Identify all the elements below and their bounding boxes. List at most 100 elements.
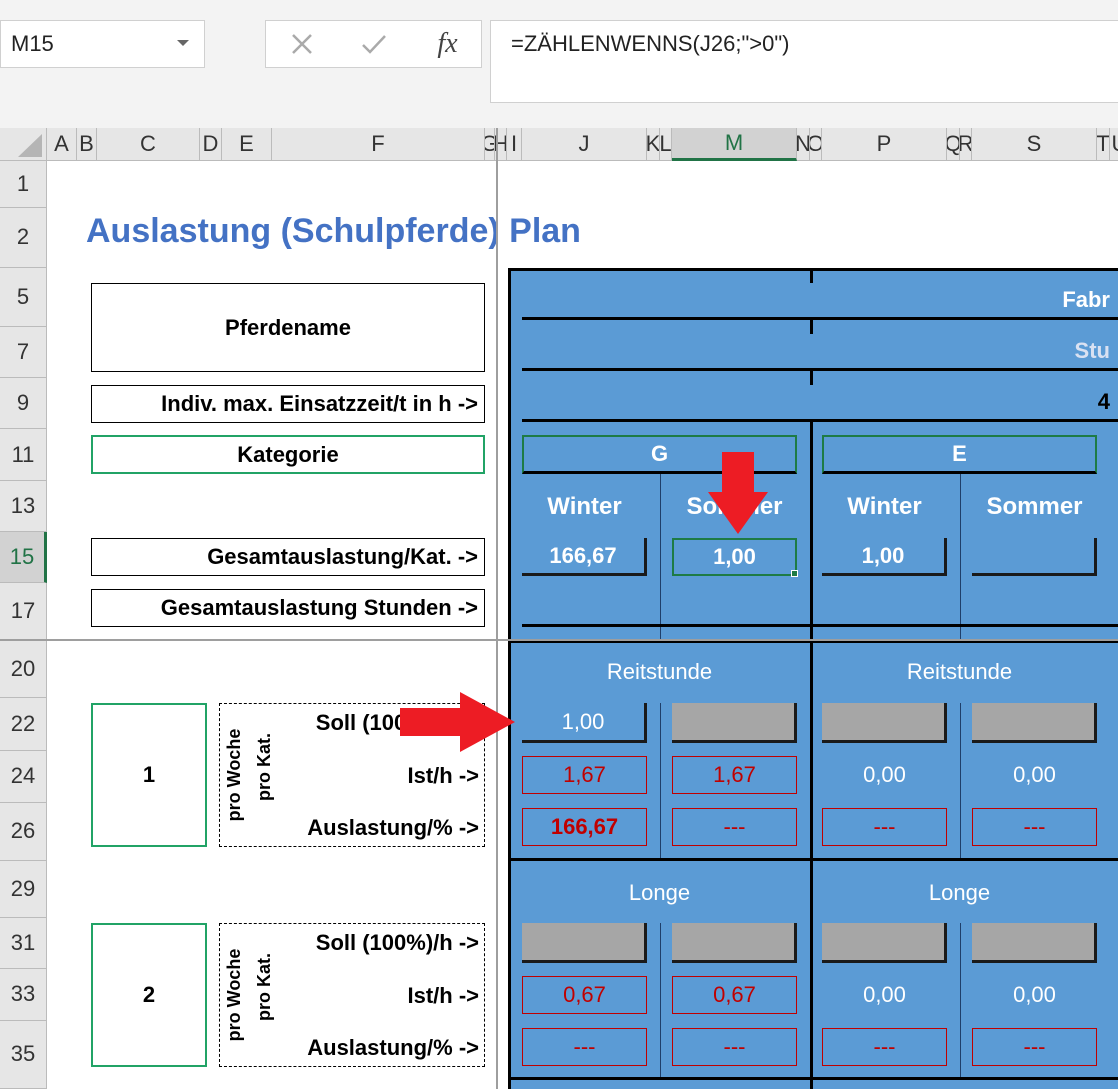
panel-divider bbox=[508, 1077, 1118, 1080]
label-total-hours: Gesamtauslastung Stunden -> bbox=[91, 589, 485, 627]
column-header[interactable]: D bbox=[200, 128, 222, 161]
total-cell bbox=[972, 538, 1097, 576]
actual-cell: 1,67 bbox=[522, 756, 647, 794]
column-header[interactable]: T bbox=[1097, 128, 1110, 161]
horse-label-box bbox=[219, 923, 485, 1067]
utilization-cell: --- bbox=[522, 1028, 647, 1066]
utilization-cell: --- bbox=[972, 808, 1097, 846]
header-bar: 4 bbox=[522, 385, 1118, 422]
row-header[interactable]: 2 bbox=[0, 207, 47, 268]
column-header[interactable]: A bbox=[47, 128, 77, 161]
row-header[interactable]: 7 bbox=[0, 327, 47, 378]
row-header[interactable]: 9 bbox=[0, 377, 47, 429]
row-header[interactable]: 17 bbox=[0, 582, 47, 640]
formula-tools bbox=[265, 20, 482, 68]
column-header[interactable]: M bbox=[672, 128, 797, 161]
category-cell: G bbox=[522, 435, 797, 474]
row-header[interactable]: 33 bbox=[0, 969, 47, 1021]
row-header[interactable]: 5 bbox=[0, 267, 47, 327]
sheet-title: Auslastung (Schulpferde) Plan bbox=[86, 212, 581, 250]
column-header[interactable]: L bbox=[660, 128, 672, 161]
row-header[interactable]: 24 bbox=[0, 750, 47, 803]
row-header[interactable]: 11 bbox=[0, 429, 47, 481]
actual-cell: 0,67 bbox=[672, 976, 797, 1014]
total-cell: 166,67 bbox=[522, 538, 647, 576]
target-cell bbox=[822, 923, 947, 963]
panel-divider bbox=[810, 268, 813, 1089]
arrow-shape bbox=[400, 692, 515, 752]
column-header[interactable]: E bbox=[222, 128, 272, 161]
panel-divider bbox=[508, 858, 1118, 861]
actual-cell: 0,00 bbox=[1013, 982, 1056, 1007]
column-divider bbox=[660, 473, 661, 640]
total-cell[interactable]: 1,00 bbox=[672, 538, 797, 576]
column-header[interactable]: I bbox=[507, 128, 522, 161]
column-header[interactable]: P bbox=[822, 128, 947, 161]
target-cell bbox=[822, 703, 947, 743]
target-cell bbox=[972, 703, 1097, 743]
column-header[interactable]: J bbox=[522, 128, 647, 161]
header-bar: Stu bbox=[522, 334, 1118, 371]
target-cell bbox=[672, 703, 797, 743]
activity-label: Longe bbox=[928, 880, 991, 905]
label-max-time: Indiv. max. Einsatzzeit/t in h -> bbox=[91, 385, 485, 423]
row-header[interactable]: 13 bbox=[0, 481, 47, 532]
season-header: Winter bbox=[547, 493, 622, 520]
actual-cell: 1,67 bbox=[672, 756, 797, 794]
total-cell: 1,00 bbox=[822, 538, 947, 576]
column-header[interactable]: S bbox=[972, 128, 1097, 161]
row-header[interactable]: 31 bbox=[0, 918, 47, 969]
formula-input[interactable]: =ZÄHLENWENNS(J26;">0") bbox=[490, 20, 1118, 103]
period-label: pro Woche bbox=[223, 948, 244, 1042]
label-horse-name: Pferdename bbox=[91, 283, 485, 372]
row-label: Ist/h -> bbox=[407, 983, 479, 1008]
cancel-icon[interactable] bbox=[290, 32, 314, 56]
target-cell: 1,00 bbox=[522, 703, 647, 743]
actual-cell: 0,00 bbox=[863, 982, 906, 1007]
row-header[interactable]: 22 bbox=[0, 698, 47, 751]
category-cell: E bbox=[822, 435, 1097, 474]
column-divider bbox=[960, 923, 961, 1077]
freeze-line bbox=[0, 639, 1118, 641]
annotation-arrow bbox=[708, 452, 768, 534]
column-header[interactable]: H bbox=[495, 128, 507, 161]
name-box[interactable]: M15 bbox=[0, 20, 205, 68]
actual-cell: 0,67 bbox=[522, 976, 647, 1014]
annotation-arrow bbox=[400, 692, 515, 752]
row-header[interactable]: 29 bbox=[0, 860, 47, 918]
row-label: Auslastung/% -> bbox=[307, 1035, 479, 1060]
column-header[interactable]: B bbox=[77, 128, 97, 161]
horse-number: 2 bbox=[91, 923, 207, 1067]
utilization-cell: --- bbox=[822, 808, 947, 846]
period-label: pro Kat. bbox=[253, 733, 274, 802]
function-icon[interactable]: fx bbox=[437, 28, 458, 59]
selection-handle bbox=[791, 570, 798, 577]
activity-label: Longe bbox=[628, 880, 691, 905]
activity-label: Reitstunde bbox=[606, 659, 713, 684]
row-header[interactable]: 15 bbox=[0, 532, 47, 583]
separator: ⋮ bbox=[233, 32, 237, 56]
column-header[interactable]: K bbox=[647, 128, 660, 161]
row-label: Ist/h -> bbox=[407, 763, 479, 788]
column-header[interactable]: R bbox=[960, 128, 972, 161]
row-label: Auslastung/% -> bbox=[307, 815, 479, 840]
select-all[interactable] bbox=[0, 128, 47, 161]
column-header[interactable]: N bbox=[797, 128, 810, 161]
column-header[interactable]: Q bbox=[947, 128, 960, 161]
row-header[interactable]: 26 bbox=[0, 802, 47, 861]
column-header[interactable]: G bbox=[485, 128, 495, 161]
row-header[interactable]: 20 bbox=[0, 640, 47, 698]
header-bar: Fabr bbox=[522, 283, 1118, 320]
row-header[interactable]: 35 bbox=[0, 1020, 47, 1089]
enter-icon[interactable] bbox=[360, 32, 388, 56]
arrow-shape bbox=[708, 452, 768, 534]
column-divider bbox=[960, 703, 961, 858]
name-box-dropdown[interactable] bbox=[175, 38, 191, 48]
column-header[interactable]: O bbox=[810, 128, 822, 161]
horse-number: 1 bbox=[91, 703, 207, 847]
target-cell bbox=[972, 923, 1097, 963]
row-header[interactable]: 1 bbox=[0, 161, 47, 208]
column-header[interactable]: C bbox=[97, 128, 200, 161]
column-header[interactable]: U bbox=[1110, 128, 1118, 161]
column-header[interactable]: F bbox=[272, 128, 485, 161]
